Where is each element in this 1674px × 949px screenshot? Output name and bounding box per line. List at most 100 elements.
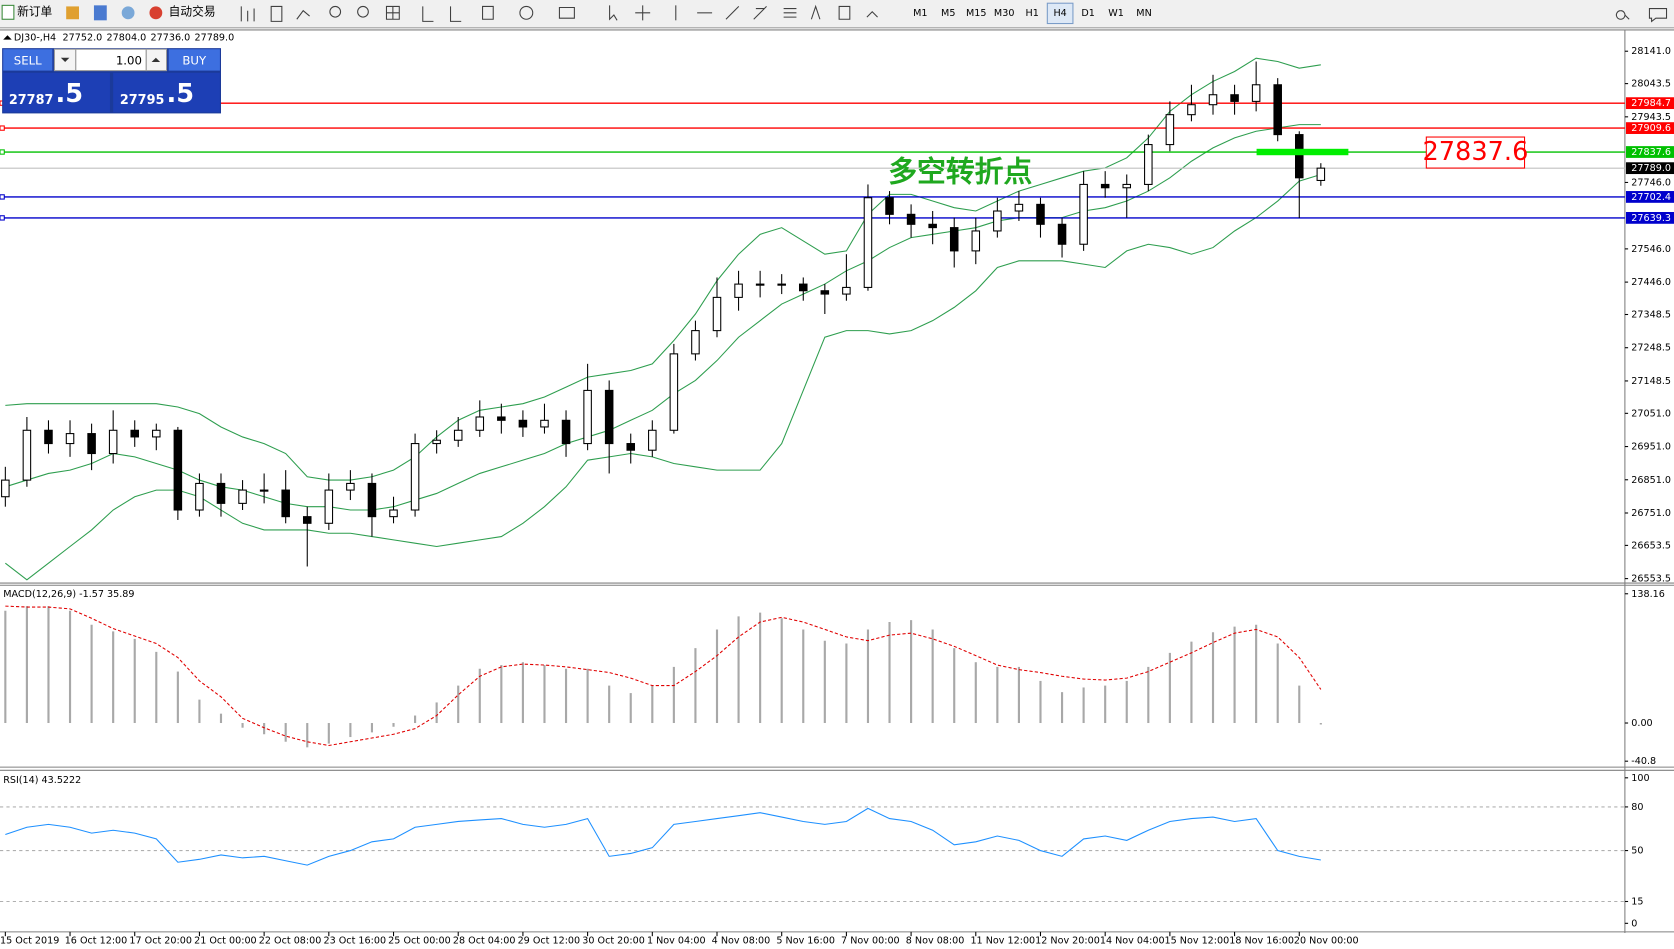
templates-icon[interactable] [558,6,575,19]
macd-signal [5,605,1322,747]
x-tick-label: 25 Oct 00:00 [388,935,451,946]
x-tick-label: 22 Oct 08:00 [259,935,322,946]
autoscroll-icon[interactable] [422,6,434,22]
ohlc: 27804.0 [107,32,147,43]
timeframe-button[interactable]: MN [1136,8,1151,19]
buy-pips[interactable]: .5 [167,79,195,109]
timeframe-button[interactable]: M5 [941,8,955,19]
y-tick-label: 27348.5 [1631,309,1671,320]
buy-price[interactable]: 27795 [120,93,165,108]
indicator-title: MACD(12,26,9) -1.57 35.89 [3,589,134,600]
x-tick-label: 21 Oct 00:00 [194,935,257,946]
x-tick-label: 5 Nov 16:00 [776,935,835,946]
buy-label[interactable]: BUY [182,53,207,67]
search-icon[interactable] [1615,10,1630,20]
arrows-icon[interactable] [866,11,878,18]
fibo-icon[interactable] [783,8,797,18]
sell-label[interactable]: SELL [14,53,42,67]
timeframe-button[interactable]: M1 [913,8,927,19]
y-tick-label: 26951.0 [1631,442,1671,453]
crosshair-icon[interactable] [635,5,651,21]
volume-value[interactable]: 1.00 [116,53,142,67]
candle-body [863,197,873,288]
active-timeframe [1046,2,1074,25]
buy-price-box[interactable] [113,72,220,113]
sell-pips[interactable]: .5 [56,79,84,109]
callout-box [1425,136,1526,169]
candle-body [432,439,441,445]
candle-body [1316,167,1326,181]
timeframe-button[interactable]: M15 [966,8,987,19]
x-tick-label: 17 Oct 20:00 [129,935,192,946]
candle-body [453,429,463,441]
text-icon[interactable] [810,4,821,20]
candle-body [906,213,916,225]
timeframe-button[interactable]: H1 [1025,8,1038,19]
toolbar [0,0,1674,28]
level-label-bg [1625,191,1674,203]
candle-body [87,433,96,455]
x-tick-label: 15 Oct 2019 [0,935,59,946]
ohlc: 27789.0 [195,32,235,43]
y-tick-label: 27148.5 [1631,376,1671,387]
y-tick-label: 27051.0 [1631,408,1671,419]
shift-icon[interactable] [449,6,462,22]
indicators-icon[interactable] [482,5,494,20]
tile-icon[interactable] [385,5,400,20]
toolbar-tools[interactable] [240,4,1668,23]
buy-button[interactable] [168,49,220,71]
candle-body [389,509,398,518]
level-label-bg [1625,122,1674,134]
sell-button[interactable] [3,49,53,71]
y-tick-label: 26653.5 [1631,540,1671,551]
candle-body [583,389,592,445]
trendline-icon[interactable] [725,6,740,20]
chat-icon[interactable] [1648,8,1668,23]
auto-trading-button[interactable]: 自动交易 [169,4,216,18]
y-tick-label: 26851.0 [1631,475,1671,486]
sell-price[interactable]: 27787 [9,93,54,108]
timeframe-button[interactable]: W1 [1108,8,1124,19]
x-tick-label: 29 Oct 12:00 [518,935,581,946]
candle-body [130,429,140,438]
candle-body [497,416,506,421]
zoom-in-icon[interactable] [329,5,342,18]
candle-body [1187,104,1196,116]
candle-body [561,419,571,445]
periods-icon[interactable] [519,5,534,20]
y-tick-label: 50 [1631,846,1643,857]
candle-body [518,419,528,428]
timeframe-button[interactable]: H4 [1053,8,1066,19]
x-tick-label: 16 Oct 12:00 [65,935,128,946]
candle-body [949,227,959,252]
candle-body [1057,223,1067,245]
candle-icon[interactable] [270,5,283,22]
sell-price-box[interactable] [3,72,110,113]
bar-chart-icon[interactable] [240,6,255,22]
level-label: 27909.6 [1631,123,1671,134]
candle-body [281,489,290,518]
toolbar-icon[interactable] [66,6,80,20]
candle-body [108,429,118,455]
timeframe-button[interactable]: M30 [994,8,1015,19]
candle-body [195,482,204,511]
auto-trading-icon[interactable] [149,6,163,20]
new-order-icon[interactable] [1,4,15,20]
toolbar-icon[interactable] [93,5,107,21]
toolbar-icon[interactable] [121,6,135,20]
candle-body [152,429,161,438]
channel-icon[interactable] [753,6,767,20]
candle-body [820,290,830,295]
zoom-out-icon[interactable] [357,5,369,18]
new-order-button[interactable]: 新订单 [17,4,52,18]
candle-body [346,482,355,491]
x-tick-label: 28 Oct 04:00 [453,935,516,946]
label-icon[interactable] [838,5,851,20]
plot-area: 28141.0 28043.5 27943.5 27746.0 27546.0 27446… [0,29,1674,946]
candle-body [22,429,32,481]
cursor-icon[interactable] [609,5,618,21]
line-chart-icon[interactable] [296,9,310,20]
timeframe-button[interactable]: D1 [1081,8,1095,19]
candle-body [777,283,786,286]
